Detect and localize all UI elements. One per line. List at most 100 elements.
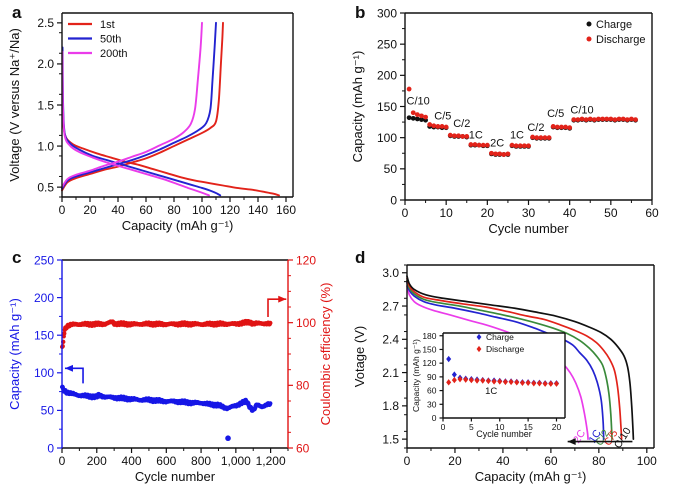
svg-text:120: 120: [296, 253, 316, 267]
svg-text:50: 50: [604, 206, 618, 220]
svg-text:20: 20: [481, 206, 495, 220]
svg-text:C/10: C/10: [612, 425, 634, 450]
svg-text:90: 90: [427, 372, 437, 382]
svg-text:80: 80: [167, 203, 181, 217]
svg-text:0: 0: [404, 454, 411, 468]
svg-text:120: 120: [220, 203, 240, 217]
svg-text:80: 80: [592, 454, 606, 468]
svg-text:40: 40: [563, 206, 577, 220]
svg-text:Coulombic efficiency (%): Coulombic efficiency (%): [318, 283, 333, 426]
svg-text:200th: 200th: [100, 48, 128, 60]
svg-text:1.5: 1.5: [382, 432, 399, 446]
svg-text:0: 0: [47, 441, 54, 455]
svg-text:Cycle number: Cycle number: [488, 221, 569, 236]
svg-text:150: 150: [422, 345, 436, 355]
svg-text:Capacity (mAh g⁻¹): Capacity (mAh g⁻¹): [350, 51, 365, 163]
svg-text:30: 30: [522, 206, 536, 220]
svg-text:150: 150: [34, 329, 54, 343]
svg-text:60: 60: [645, 206, 659, 220]
svg-text:0: 0: [390, 193, 397, 207]
svg-text:Discharge: Discharge: [486, 344, 525, 354]
svg-text:400: 400: [122, 454, 142, 468]
svg-text:1.8: 1.8: [382, 399, 399, 413]
svg-text:180: 180: [422, 331, 436, 341]
svg-text:800: 800: [191, 454, 211, 468]
svg-text:Capacity (mAh g⁻¹): Capacity (mAh g⁻¹): [122, 218, 234, 233]
svg-text:Charge: Charge: [596, 19, 632, 31]
panel-label-c: c: [12, 248, 22, 267]
svg-text:0: 0: [402, 206, 409, 220]
svg-text:2.5: 2.5: [37, 16, 54, 30]
svg-text:100: 100: [377, 131, 397, 145]
panel-label-b: b: [355, 3, 366, 22]
svg-text:160: 160: [276, 203, 296, 217]
panel-label-d: d: [355, 248, 366, 267]
svg-text:1st: 1st: [100, 19, 115, 31]
svg-text:C/2: C/2: [453, 118, 470, 130]
svg-text:Votage (V): Votage (V): [352, 326, 367, 387]
svg-text:200: 200: [34, 291, 54, 305]
svg-text:C/5: C/5: [434, 111, 451, 123]
panel-b: 0 10 20 30 40 50 60 0 50 100 150 200 250 300 Capacity …: [342, 0, 685, 250]
svg-text:250: 250: [377, 37, 397, 51]
svg-text:200: 200: [377, 69, 397, 83]
panel-label-a: a: [12, 3, 22, 22]
svg-text:0: 0: [59, 454, 66, 468]
svg-text:30: 30: [427, 399, 437, 409]
svg-text:50: 50: [41, 404, 55, 418]
svg-text:140: 140: [248, 203, 268, 217]
svg-text:120: 120: [422, 358, 436, 368]
svg-text:600: 600: [156, 454, 176, 468]
svg-text:1,200: 1,200: [256, 454, 286, 468]
svg-text:20: 20: [83, 203, 97, 217]
svg-text:40: 40: [496, 454, 510, 468]
svg-text:Voltage (V versus Na⁺/Na): Voltage (V versus Na⁺/Na): [7, 28, 22, 182]
svg-text:0: 0: [441, 422, 446, 432]
svg-text:15: 15: [523, 422, 533, 432]
chart-c-cycling-stability: 0 200 400 600 800 1,000 1,200 0 50 100 150 200 250 Ca…: [7, 253, 333, 484]
svg-text:0.5: 0.5: [37, 180, 54, 194]
svg-text:2.7: 2.7: [382, 299, 399, 313]
svg-text:1C: 1C: [485, 386, 497, 397]
chart-a-voltage-profiles: 0 20 40 60 80 100 120 140 160 0.5 1.0 1.5 2.0 2.5 Volt…: [7, 12, 296, 233]
svg-text:2.4: 2.4: [382, 333, 399, 347]
svg-text:60: 60: [296, 441, 310, 455]
svg-text:60: 60: [139, 203, 153, 217]
svg-text:20: 20: [552, 422, 562, 432]
svg-text:C/2: C/2: [527, 122, 544, 134]
svg-text:Capacity (mAh g⁻¹): Capacity (mAh g⁻¹): [475, 469, 587, 484]
svg-text:5: 5: [469, 422, 474, 432]
svg-text:10: 10: [439, 206, 453, 220]
svg-text:C/10: C/10: [570, 104, 593, 116]
svg-text:1C: 1C: [510, 129, 524, 141]
svg-text:20: 20: [448, 454, 462, 468]
svg-text:150: 150: [377, 100, 397, 114]
svg-text:80: 80: [296, 379, 310, 393]
svg-text:50th: 50th: [100, 33, 121, 45]
svg-text:100: 100: [34, 366, 54, 380]
svg-text:Capacity (mAh g⁻¹): Capacity (mAh g⁻¹): [411, 339, 421, 412]
svg-text:C/5: C/5: [547, 108, 564, 120]
svg-text:1,000: 1,000: [221, 454, 251, 468]
svg-text:Cycle number: Cycle number: [135, 469, 216, 484]
svg-text:C/10: C/10: [407, 96, 430, 108]
panel-c: 0 200 400 600 800 1,000 1,200 0 50 100 150 200 250 Ca…: [0, 245, 342, 490]
svg-text:0: 0: [432, 413, 437, 423]
svg-text:60: 60: [544, 454, 558, 468]
svg-text:100: 100: [296, 316, 316, 330]
svg-text:2.0: 2.0: [37, 57, 54, 71]
svg-text:Discharge: Discharge: [596, 34, 646, 46]
svg-text:2.1: 2.1: [382, 366, 399, 380]
svg-text:Capacity (mAh g⁻¹): Capacity (mAh g⁻¹): [7, 298, 22, 410]
panel-d: 0 20 40 60 80 100 1.5 1.8 2.1 2.4 2.7 3.0 Votage (V)…: [342, 245, 685, 490]
svg-text:2C: 2C: [490, 137, 504, 149]
svg-text:40: 40: [111, 203, 125, 217]
svg-text:3.0: 3.0: [382, 266, 399, 280]
svg-text:0: 0: [59, 203, 66, 217]
svg-text:Cycle number: Cycle number: [476, 429, 532, 439]
svg-text:300: 300: [377, 6, 397, 20]
svg-text:100: 100: [192, 203, 212, 217]
svg-text:1.5: 1.5: [37, 98, 54, 112]
